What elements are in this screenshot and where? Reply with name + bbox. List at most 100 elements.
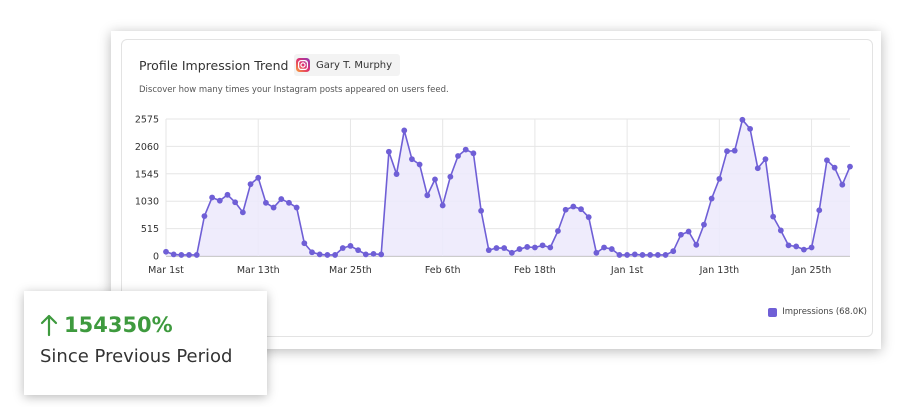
data-point [639, 252, 646, 258]
data-point [209, 194, 216, 201]
arrow-up-icon [40, 314, 58, 337]
data-point [647, 252, 654, 258]
data-point [501, 245, 508, 251]
data-point [839, 181, 846, 188]
legend-swatch [768, 307, 778, 317]
data-point [631, 251, 638, 258]
data-point [339, 245, 346, 251]
instagram-icon [296, 58, 310, 72]
y-tick-label: 0 [153, 252, 159, 263]
data-point [293, 204, 300, 211]
data-point [224, 191, 231, 198]
data-point [462, 146, 469, 153]
data-point [424, 192, 431, 199]
data-point [478, 207, 485, 214]
data-point [401, 127, 408, 134]
data-point [355, 247, 362, 254]
data-point [678, 231, 684, 238]
y-tick-label: 2060 [135, 142, 159, 153]
data-point [716, 175, 723, 182]
y-tick-label: 515 [141, 224, 159, 235]
data-point [601, 244, 607, 251]
data-point [447, 173, 454, 180]
chart-title: Profile Impression Trend [139, 58, 289, 73]
data-point [324, 252, 331, 258]
stat-card: 154350% Since Previous Period [24, 291, 267, 395]
data-point [186, 252, 192, 258]
x-tick-label: Jan 1st [610, 265, 644, 276]
data-point [316, 251, 323, 258]
data-point [816, 207, 823, 214]
y-tick-label: 2575 [135, 115, 159, 126]
data-point [531, 244, 538, 251]
data-point [378, 251, 385, 258]
data-point [409, 156, 415, 163]
data-point [301, 240, 308, 247]
data-point [385, 148, 392, 155]
data-point [524, 244, 531, 250]
data-point [770, 213, 777, 220]
data-point [470, 150, 477, 157]
chart-subtitle: Discover how many times your Instagram p… [139, 85, 449, 95]
data-point [824, 157, 830, 164]
data-point [193, 252, 200, 258]
x-tick-label: Jan 25th [791, 265, 832, 276]
data-point [654, 252, 661, 258]
data-point [370, 250, 377, 257]
data-point [754, 165, 761, 172]
x-tick-label: Mar 13th [237, 265, 280, 276]
data-point [278, 196, 285, 202]
data-point [201, 213, 208, 219]
chart-legend[interactable]: Impressions (68.0K) [768, 307, 867, 317]
data-point [286, 199, 292, 206]
data-point [493, 245, 500, 251]
data-point [362, 251, 369, 258]
data-point [539, 242, 546, 249]
data-point [178, 252, 185, 258]
data-point [793, 243, 800, 250]
stat-value: 154350% [64, 313, 173, 337]
data-point [439, 202, 446, 209]
data-point [708, 195, 715, 202]
data-point [800, 246, 807, 253]
x-tick-label: Jan 13th [699, 265, 740, 276]
data-point [455, 153, 461, 159]
profile-name: Gary T. Murphy [316, 59, 393, 71]
data-point [247, 181, 254, 188]
data-point [485, 247, 492, 254]
data-point [555, 228, 561, 234]
series-area [166, 119, 850, 256]
data-point [332, 252, 338, 258]
data-point [731, 147, 738, 154]
stat-value-row: 154350% [40, 313, 173, 337]
data-point [724, 148, 730, 155]
data-point [547, 244, 554, 251]
x-tick-label: Feb 18th [514, 265, 556, 276]
x-tick-label: Mar 25th [329, 265, 372, 276]
impressions-chart: 0 515 1030 1545 2060 2575 Mar 1st Mar 13th Mar 2… [135, 115, 853, 276]
legend-label: Impressions (68.0K) [782, 307, 867, 317]
data-point [432, 176, 438, 183]
data-point [508, 249, 515, 256]
data-point [270, 204, 277, 211]
profile-chip[interactable]: Gary T. Murphy [294, 54, 401, 76]
data-point [785, 242, 792, 249]
data-point [662, 252, 669, 258]
y-tick-label: 1545 [135, 169, 159, 180]
y-tick-label: 1030 [135, 197, 159, 208]
data-point [693, 241, 700, 248]
data-point [608, 246, 615, 252]
data-point [309, 249, 315, 256]
x-tick-label: Mar 1st [148, 265, 184, 276]
data-point [562, 206, 569, 213]
data-point [416, 161, 423, 168]
data-point [616, 252, 623, 258]
data-point [516, 246, 523, 252]
data-point [239, 209, 246, 216]
data-point [570, 203, 577, 210]
data-point [170, 251, 177, 258]
data-point [263, 199, 269, 206]
data-point [232, 199, 239, 206]
data-point [739, 116, 746, 123]
data-point [670, 248, 677, 255]
